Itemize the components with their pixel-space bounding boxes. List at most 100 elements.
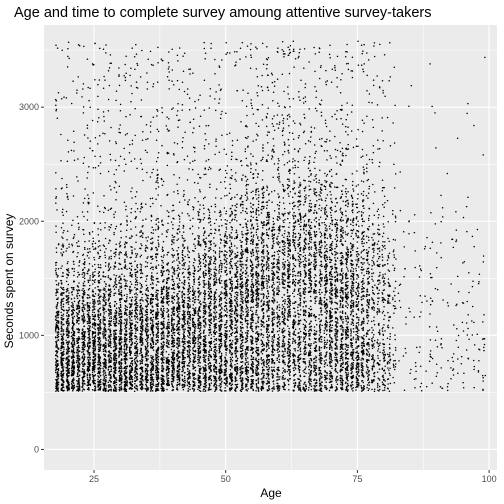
data-point bbox=[160, 313, 162, 315]
data-point bbox=[323, 150, 326, 152]
data-point bbox=[235, 373, 238, 376]
data-point bbox=[91, 119, 94, 122]
data-point bbox=[372, 272, 375, 274]
data-point bbox=[288, 373, 290, 375]
data-point bbox=[260, 299, 263, 301]
data-point bbox=[394, 280, 397, 283]
data-point bbox=[371, 345, 374, 347]
data-point bbox=[188, 251, 191, 253]
data-point bbox=[356, 247, 359, 249]
data-point bbox=[234, 316, 236, 319]
data-point bbox=[146, 313, 148, 316]
data-point bbox=[181, 141, 184, 143]
data-point bbox=[134, 248, 136, 250]
data-point bbox=[125, 55, 127, 57]
data-point bbox=[266, 204, 268, 207]
data-point bbox=[387, 388, 389, 390]
data-point bbox=[277, 285, 279, 288]
data-point bbox=[284, 377, 286, 380]
data-point bbox=[255, 332, 257, 335]
data-point bbox=[219, 275, 222, 277]
data-point bbox=[367, 375, 369, 377]
data-point bbox=[267, 309, 270, 312]
data-point bbox=[284, 370, 286, 372]
data-point bbox=[300, 336, 302, 338]
data-point bbox=[178, 261, 180, 263]
data-point bbox=[305, 260, 307, 263]
data-point bbox=[303, 251, 305, 253]
data-point bbox=[315, 361, 317, 364]
data-point bbox=[309, 253, 312, 256]
data-point bbox=[177, 238, 180, 240]
data-point bbox=[361, 237, 364, 239]
data-point bbox=[352, 190, 355, 192]
data-point bbox=[273, 236, 275, 239]
data-point bbox=[283, 331, 285, 333]
data-point bbox=[324, 172, 326, 175]
data-point bbox=[368, 355, 370, 357]
data-point bbox=[302, 323, 305, 326]
data-point bbox=[114, 333, 117, 336]
data-point bbox=[329, 327, 331, 329]
data-point bbox=[157, 326, 159, 328]
data-point bbox=[130, 160, 133, 162]
data-point bbox=[381, 79, 384, 82]
data-point bbox=[336, 271, 338, 274]
data-point bbox=[266, 113, 269, 115]
data-point bbox=[331, 68, 334, 71]
data-point bbox=[94, 271, 96, 273]
data-point bbox=[94, 348, 97, 351]
data-point bbox=[177, 273, 180, 276]
data-point bbox=[55, 341, 58, 344]
data-point bbox=[192, 208, 195, 211]
data-point bbox=[246, 383, 248, 385]
data-point bbox=[350, 296, 353, 298]
data-point bbox=[334, 247, 336, 250]
data-point bbox=[336, 229, 338, 232]
data-point bbox=[392, 238, 395, 241]
data-point bbox=[113, 173, 115, 176]
data-point bbox=[70, 331, 73, 334]
data-point bbox=[241, 307, 244, 309]
data-point bbox=[136, 350, 139, 353]
data-point bbox=[136, 263, 139, 266]
data-point bbox=[177, 266, 180, 269]
data-point bbox=[219, 386, 222, 389]
data-point bbox=[213, 299, 215, 301]
data-point bbox=[115, 181, 117, 184]
data-point bbox=[255, 343, 258, 345]
data-point bbox=[287, 211, 289, 214]
data-point bbox=[362, 287, 365, 289]
data-point bbox=[323, 329, 326, 332]
data-point bbox=[89, 306, 91, 309]
data-point bbox=[267, 215, 269, 218]
data-point bbox=[315, 330, 318, 333]
data-point bbox=[140, 264, 143, 266]
data-point bbox=[387, 367, 389, 369]
data-point bbox=[352, 286, 355, 289]
data-point bbox=[314, 319, 317, 322]
data-point bbox=[204, 358, 207, 361]
data-point bbox=[202, 307, 205, 309]
data-point bbox=[325, 381, 327, 383]
data-point bbox=[197, 335, 199, 337]
data-point bbox=[78, 335, 80, 338]
data-point bbox=[179, 268, 181, 271]
data-point bbox=[442, 299, 444, 301]
data-point bbox=[160, 351, 163, 354]
data-point bbox=[272, 327, 274, 330]
data-point bbox=[97, 294, 100, 297]
data-point bbox=[362, 194, 365, 197]
data-point bbox=[278, 204, 281, 207]
data-point bbox=[186, 384, 189, 386]
data-point bbox=[183, 193, 185, 196]
data-point bbox=[152, 349, 155, 351]
data-point bbox=[167, 269, 170, 271]
data-point bbox=[256, 94, 259, 97]
data-point bbox=[257, 200, 260, 202]
data-point bbox=[249, 202, 252, 204]
data-point bbox=[86, 127, 89, 129]
data-point bbox=[447, 359, 449, 362]
data-point bbox=[207, 124, 210, 127]
data-point bbox=[347, 280, 349, 283]
